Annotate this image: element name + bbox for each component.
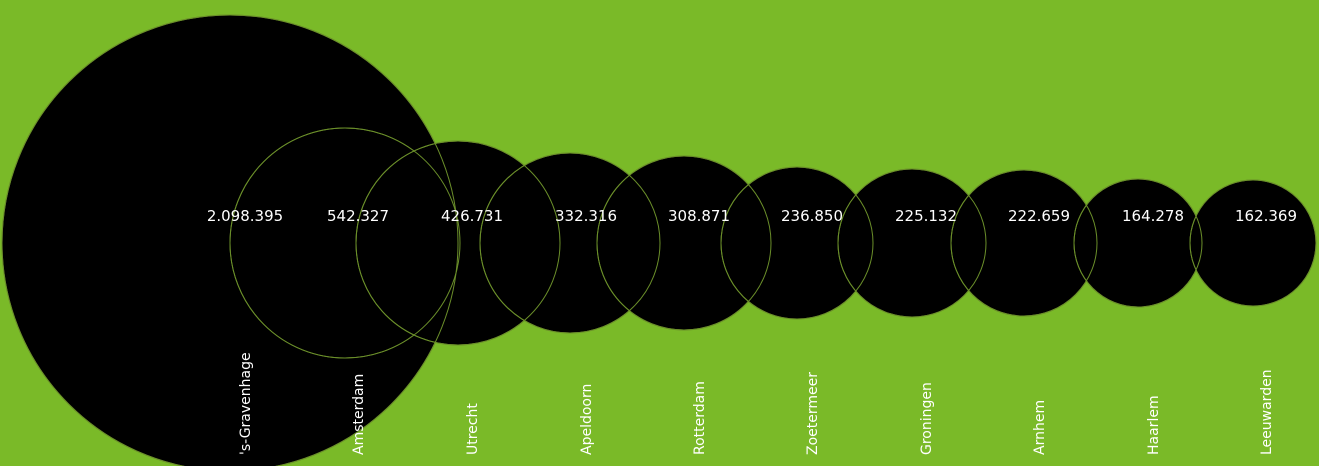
bubble-outline-0	[1, 14, 459, 466]
bubble-8	[1073, 178, 1203, 308]
city-label-2: Utrecht	[465, 403, 481, 455]
bubble-outline-9	[1189, 179, 1317, 307]
value-label-8: 164.278	[1122, 207, 1184, 225]
city-labels-layer: 's-Gravenhage Amsterdam Utrecht Apeldoorn Ro…	[238, 352, 1275, 455]
bubble-outline-8	[1073, 178, 1203, 308]
city-label-1: Amsterdam	[351, 374, 367, 455]
value-label-4: 308.871	[668, 207, 730, 225]
bubble-outline-6	[837, 168, 987, 318]
city-label-7: Arnhem	[1032, 400, 1048, 455]
city-label-9: Leeuwarden	[1259, 369, 1275, 455]
city-label-3: Apeldoorn	[579, 384, 595, 455]
value-label-6: 225.132	[895, 207, 957, 225]
value-label-5: 236.850	[781, 207, 843, 225]
value-label-3: 332.316	[555, 207, 617, 225]
bubble-outline-3	[479, 152, 661, 334]
bubble-outline-1	[229, 127, 461, 359]
value-labels-layer: 2.098.395 542.327 426.731 332.316 308.871 236…	[207, 207, 1297, 225]
bubble-outline-5	[720, 166, 874, 320]
bubble-outline-4	[596, 155, 772, 331]
value-label-7: 222.659	[1008, 207, 1070, 225]
bubble-9	[1189, 179, 1317, 307]
value-label-0: 2.098.395	[207, 207, 283, 225]
city-label-6: Groningen	[919, 382, 935, 455]
city-label-5: Zoetermeer	[805, 372, 821, 455]
bubble-outline-2	[355, 140, 561, 346]
city-label-8: Haarlem	[1146, 395, 1162, 455]
bubbles-layer	[1, 14, 1317, 466]
city-label-4: Rotterdam	[692, 381, 708, 455]
value-label-1: 542.327	[327, 207, 389, 225]
bubble-outline-7	[950, 169, 1098, 317]
value-label-9: 162.369	[1235, 207, 1297, 225]
value-label-2: 426.731	[441, 207, 503, 225]
city-label-0: 's-Gravenhage	[238, 352, 254, 455]
